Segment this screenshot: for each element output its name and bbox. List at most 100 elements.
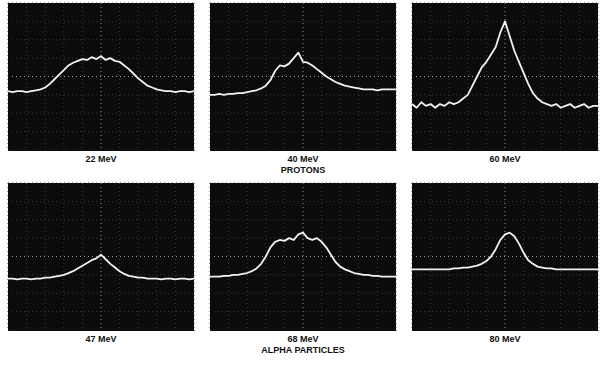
group-label: ALPHA PARTICLES	[261, 345, 345, 355]
trace	[8, 255, 194, 280]
grid-line	[210, 183, 211, 330]
panel-caption: 60 MeV	[489, 154, 520, 164]
grid-line	[210, 94, 396, 95]
grid-line	[412, 94, 598, 95]
graticule	[8, 3, 194, 150]
grid-line	[8, 3, 194, 4]
grid-line	[542, 3, 543, 150]
grid-line	[8, 76, 194, 77]
grid-line	[340, 183, 341, 330]
grid-line	[412, 311, 598, 312]
grid-line	[8, 3, 9, 150]
grid-line	[8, 58, 194, 59]
graticule	[8, 183, 194, 330]
grid-line	[377, 3, 378, 150]
axis-line	[412, 184, 413, 331]
grid-line	[82, 183, 83, 330]
y-axis	[210, 4, 212, 151]
grid-line	[284, 183, 285, 330]
grid-line	[412, 183, 413, 330]
grid-line	[210, 219, 396, 220]
graticule	[210, 3, 396, 150]
grid-line	[412, 201, 598, 202]
grid-line	[175, 183, 176, 330]
axis-line	[211, 150, 397, 151]
y-axis	[210, 184, 212, 331]
grid-line	[412, 76, 598, 77]
grid-line	[523, 183, 524, 330]
grid-line	[210, 21, 396, 22]
axis-line	[210, 4, 211, 151]
panel: 22 MeV	[8, 3, 195, 164]
figure: 22 MeV 40 MeVPROTONS 60 MeV 47 MeV 68 MeVALP…	[0, 0, 606, 371]
panel: 40 MeVPROTONS	[210, 3, 397, 175]
grid-line	[210, 201, 396, 202]
grid-line	[430, 183, 431, 330]
grid-line	[486, 183, 487, 330]
grid-line	[8, 330, 194, 331]
grid-line	[579, 3, 580, 150]
y-axis	[412, 184, 414, 331]
grid-line	[412, 183, 598, 184]
plot-area	[412, 21, 598, 107]
grid-line	[8, 293, 194, 294]
trace	[412, 233, 598, 270]
grid-line	[412, 58, 598, 59]
grid-line	[210, 330, 396, 331]
screen	[412, 183, 598, 330]
axis-line	[9, 150, 195, 151]
grid-line	[8, 256, 194, 257]
grid-line	[377, 183, 378, 330]
panel-caption: 22 MeV	[85, 154, 116, 164]
grid-line	[138, 3, 139, 150]
grid-line	[8, 219, 194, 220]
panel-caption: 68 MeV	[287, 334, 318, 344]
panel: 68 MeVALPHA PARTICLES	[210, 183, 397, 355]
panel-caption: 47 MeV	[85, 334, 116, 344]
screen	[210, 183, 396, 330]
screen	[8, 183, 194, 330]
grid-line	[210, 183, 396, 184]
screen	[210, 3, 396, 150]
grid-line	[119, 3, 120, 150]
grid-line	[8, 39, 194, 40]
grid-line	[321, 3, 322, 150]
grid-line	[26, 3, 27, 150]
grid-line	[8, 183, 194, 184]
group-label: PROTONS	[281, 165, 325, 175]
axis-line	[9, 330, 195, 331]
grid-line	[412, 274, 598, 275]
grid-line	[210, 58, 396, 59]
trace	[210, 233, 396, 277]
panel-caption: 80 MeV	[489, 334, 520, 344]
grid-line	[8, 94, 194, 95]
grid-line	[412, 238, 598, 239]
screen	[412, 3, 598, 150]
grid-line	[228, 3, 229, 150]
grid-line	[228, 183, 229, 330]
screen	[8, 3, 194, 150]
y-axis	[412, 4, 414, 151]
y-axis	[8, 184, 10, 331]
plot-area	[412, 233, 598, 270]
axis-line	[8, 4, 9, 151]
grid-line	[210, 113, 396, 114]
grid-line	[210, 131, 396, 132]
grid-line	[412, 256, 598, 257]
grid-line	[119, 183, 120, 330]
grid-line	[8, 150, 194, 151]
grid-line	[210, 293, 396, 294]
axis-line	[412, 4, 413, 151]
panel: 80 MeV	[412, 183, 599, 344]
grid-line	[523, 3, 524, 150]
graticule	[412, 183, 598, 330]
grid-line	[412, 3, 598, 4]
axis-line	[413, 150, 599, 151]
graticule	[210, 183, 396, 330]
grid-line	[340, 3, 341, 150]
x-axis	[211, 150, 397, 152]
grid-line	[210, 76, 396, 77]
grid-line	[412, 39, 598, 40]
axis-line	[210, 184, 211, 331]
grid-line	[26, 183, 27, 330]
